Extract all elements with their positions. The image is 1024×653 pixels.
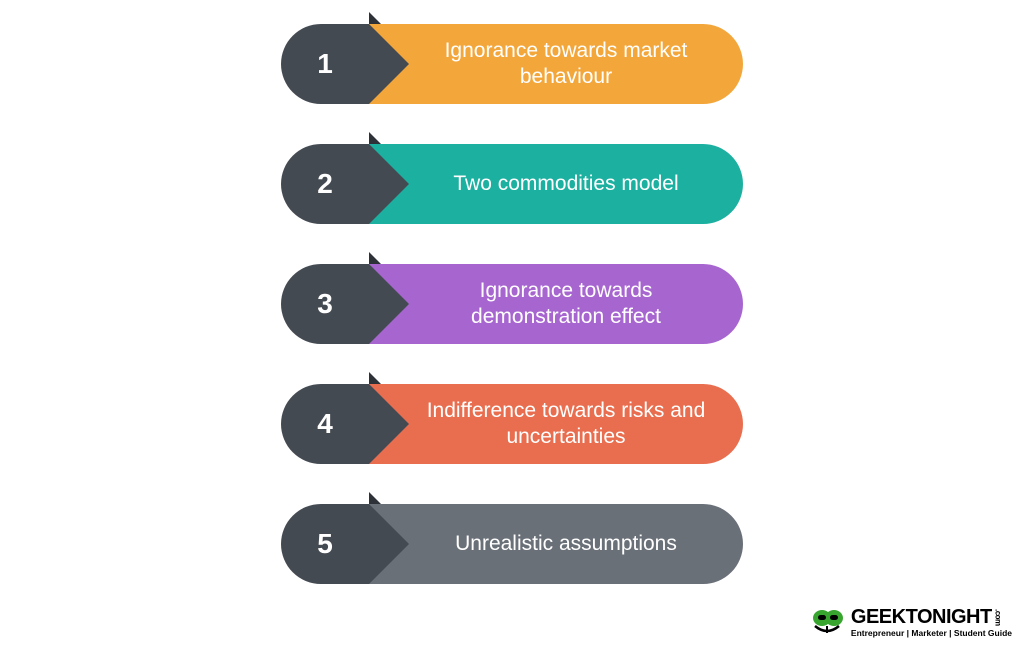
pill-body: Ignorance towards market behaviour <box>369 24 743 104</box>
pill-number: 1 <box>281 24 369 104</box>
pill-arrow <box>369 504 409 584</box>
pill-number: 3 <box>281 264 369 344</box>
brand-logo: GEEKTONIGHT.com Entrepreneur | Marketer … <box>809 607 1012 638</box>
brand-title: GEEKTONIGHT.com <box>851 607 1012 627</box>
pill-number: 5 <box>281 504 369 584</box>
pill-fold <box>369 372 381 384</box>
brand-tagline: Entrepreneur | Marketer | Student Guide <box>851 629 1012 638</box>
list-item-2: Two commodities model2 <box>281 144 743 224</box>
pill-fold <box>369 492 381 504</box>
pill-arrow <box>369 144 409 224</box>
pill-arrow <box>369 264 409 344</box>
pill-arrow <box>369 384 409 464</box>
pill-body: Indifference towards risks and uncertain… <box>369 384 743 464</box>
pill-body: Unrealistic assumptions <box>369 504 743 584</box>
list-item-4: Indifference towards risks and uncertain… <box>281 384 743 464</box>
pill-number: 4 <box>281 384 369 464</box>
brand-icon <box>809 608 845 636</box>
pill-fold <box>369 252 381 264</box>
pill-fold <box>369 12 381 24</box>
list-item-5: Unrealistic assumptions5 <box>281 504 743 584</box>
pill-arrow <box>369 24 409 104</box>
brand-dotcom: .com <box>994 609 1002 626</box>
pill-number: 2 <box>281 144 369 224</box>
pill-fold <box>369 132 381 144</box>
list-item-1: Ignorance towards market behaviour1 <box>281 24 743 104</box>
list-item-3: Ignorance towards demonstration effect3 <box>281 264 743 344</box>
pill-body: Ignorance towards demonstration effect <box>369 264 743 344</box>
pill-body: Two commodities model <box>369 144 743 224</box>
